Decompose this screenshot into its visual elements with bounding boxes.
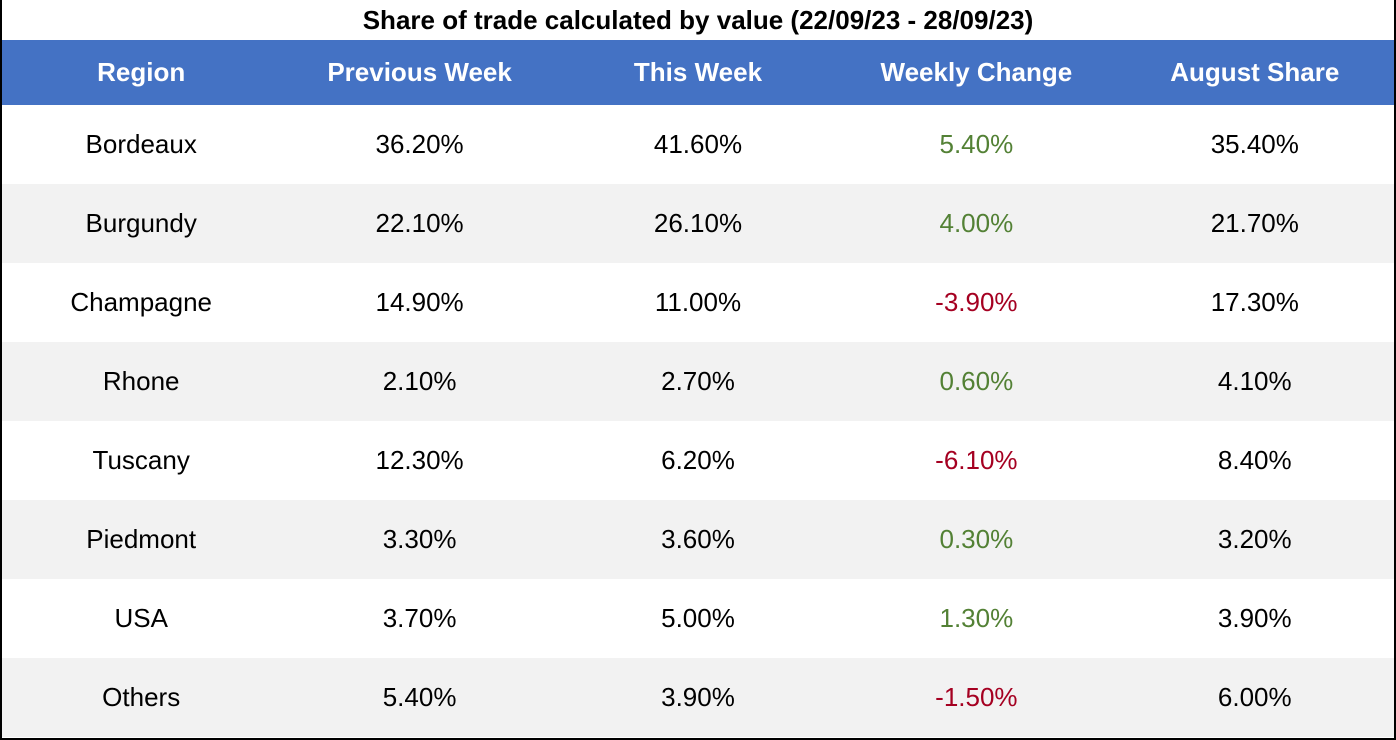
- cell-weekly-change: 4.00%: [837, 184, 1116, 263]
- cell-this-week: 2.70%: [558, 342, 838, 421]
- cell-region: Champagne: [2, 263, 281, 342]
- cell-this-week: 26.10%: [558, 184, 838, 263]
- cell-previous-week: 36.20%: [280, 105, 559, 184]
- header-this-week: This Week: [558, 40, 838, 105]
- cell-region: Burgundy: [2, 184, 281, 263]
- cell-previous-week: 12.30%: [280, 421, 559, 500]
- cell-region: Piedmont: [2, 500, 281, 579]
- table-row: Piedmont 3.30% 3.60% 0.30% 3.20%: [2, 500, 1394, 579]
- cell-region: Tuscany: [2, 421, 281, 500]
- table-title: Share of trade calculated by value (22/0…: [362, 5, 1034, 35]
- table-row: Champagne 14.90% 11.00% -3.90% 17.30%: [2, 263, 1394, 342]
- table-row: Tuscany 12.30% 6.20% -6.10% 8.40%: [2, 421, 1394, 500]
- cell-region: Bordeaux: [2, 105, 281, 184]
- cell-weekly-change: -3.90%: [837, 263, 1116, 342]
- cell-this-week: 6.20%: [558, 421, 838, 500]
- cell-august-share: 3.90%: [1115, 579, 1394, 658]
- header-region: Region: [2, 40, 281, 105]
- table-row: Burgundy 22.10% 26.10% 4.00% 21.70%: [2, 184, 1394, 263]
- table-row: Rhone 2.10% 2.70% 0.60% 4.10%: [2, 342, 1394, 421]
- cell-weekly-change: 1.30%: [837, 579, 1116, 658]
- header-previous-week: Previous Week: [280, 40, 559, 105]
- cell-region: Rhone: [2, 342, 281, 421]
- cell-previous-week: 5.40%: [280, 658, 559, 737]
- cell-weekly-change: -6.10%: [837, 421, 1116, 500]
- trade-share-table: Region Previous Week This Week Weekly Ch…: [2, 40, 1394, 737]
- table-body: Bordeaux 36.20% 41.60% 5.40% 35.40% Burgundy 2…: [2, 105, 1394, 737]
- cell-region: Others: [2, 658, 281, 737]
- cell-weekly-change: 5.40%: [837, 105, 1116, 184]
- cell-this-week: 11.00%: [558, 263, 838, 342]
- table-row: Bordeaux 36.20% 41.60% 5.40% 35.40%: [2, 105, 1394, 184]
- cell-previous-week: 2.10%: [280, 342, 559, 421]
- cell-previous-week: 22.10%: [280, 184, 559, 263]
- cell-august-share: 21.70%: [1115, 184, 1394, 263]
- header-august-share: August Share: [1115, 40, 1394, 105]
- cell-this-week: 3.90%: [558, 658, 838, 737]
- cell-this-week: 5.00%: [558, 579, 838, 658]
- cell-august-share: 4.10%: [1115, 342, 1394, 421]
- cell-august-share: 3.20%: [1115, 500, 1394, 579]
- table-row: Others 5.40% 3.90% -1.50% 6.00%: [2, 658, 1394, 737]
- cell-weekly-change: 0.30%: [837, 500, 1116, 579]
- cell-weekly-change: 0.60%: [837, 342, 1116, 421]
- cell-previous-week: 3.70%: [280, 579, 559, 658]
- cell-august-share: 17.30%: [1115, 263, 1394, 342]
- cell-august-share: 35.40%: [1115, 105, 1394, 184]
- cell-previous-week: 14.90%: [280, 263, 559, 342]
- cell-this-week: 3.60%: [558, 500, 838, 579]
- cell-region: USA: [2, 579, 281, 658]
- cell-august-share: 8.40%: [1115, 421, 1394, 500]
- cell-august-share: 6.00%: [1115, 658, 1394, 737]
- header-row: Region Previous Week This Week Weekly Ch…: [2, 40, 1394, 105]
- cell-previous-week: 3.30%: [280, 500, 559, 579]
- header-weekly-change: Weekly Change: [837, 40, 1116, 105]
- cell-weekly-change: -1.50%: [837, 658, 1116, 737]
- table-row: USA 3.70% 5.00% 1.30% 3.90%: [2, 579, 1394, 658]
- cell-this-week: 41.60%: [558, 105, 838, 184]
